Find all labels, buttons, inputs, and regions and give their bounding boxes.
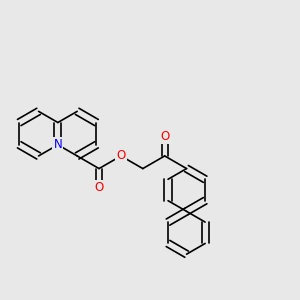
Text: O: O: [94, 182, 104, 194]
Text: O: O: [160, 130, 169, 143]
Text: O: O: [116, 149, 126, 162]
Text: N: N: [53, 138, 62, 151]
